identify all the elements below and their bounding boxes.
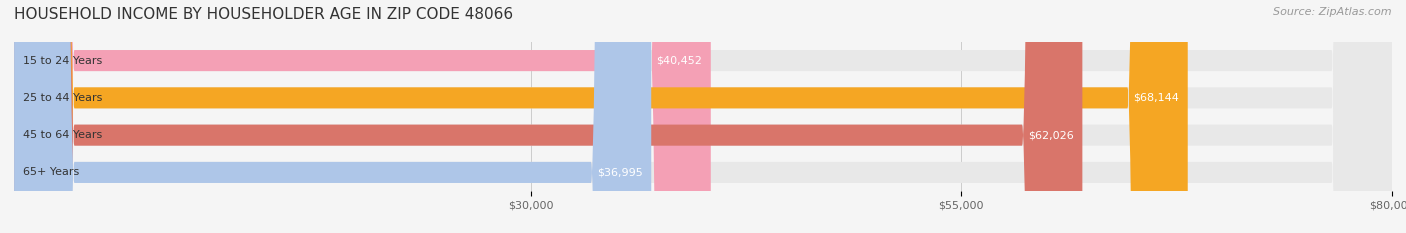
FancyBboxPatch shape [14,0,1083,233]
Text: HOUSEHOLD INCOME BY HOUSEHOLDER AGE IN ZIP CODE 48066: HOUSEHOLD INCOME BY HOUSEHOLDER AGE IN Z… [14,7,513,22]
Text: $40,452: $40,452 [657,56,702,65]
FancyBboxPatch shape [14,0,1392,233]
FancyBboxPatch shape [14,0,1392,233]
FancyBboxPatch shape [14,0,1392,233]
Text: 45 to 64 Years: 45 to 64 Years [22,130,101,140]
Text: $36,995: $36,995 [598,168,643,177]
Text: 65+ Years: 65+ Years [22,168,79,177]
Text: $62,026: $62,026 [1028,130,1074,140]
Text: $68,144: $68,144 [1133,93,1180,103]
FancyBboxPatch shape [14,0,711,233]
FancyBboxPatch shape [14,0,651,233]
Text: 25 to 44 Years: 25 to 44 Years [22,93,103,103]
Text: 15 to 24 Years: 15 to 24 Years [22,56,101,65]
FancyBboxPatch shape [14,0,1188,233]
Text: Source: ZipAtlas.com: Source: ZipAtlas.com [1274,7,1392,17]
FancyBboxPatch shape [14,0,1392,233]
